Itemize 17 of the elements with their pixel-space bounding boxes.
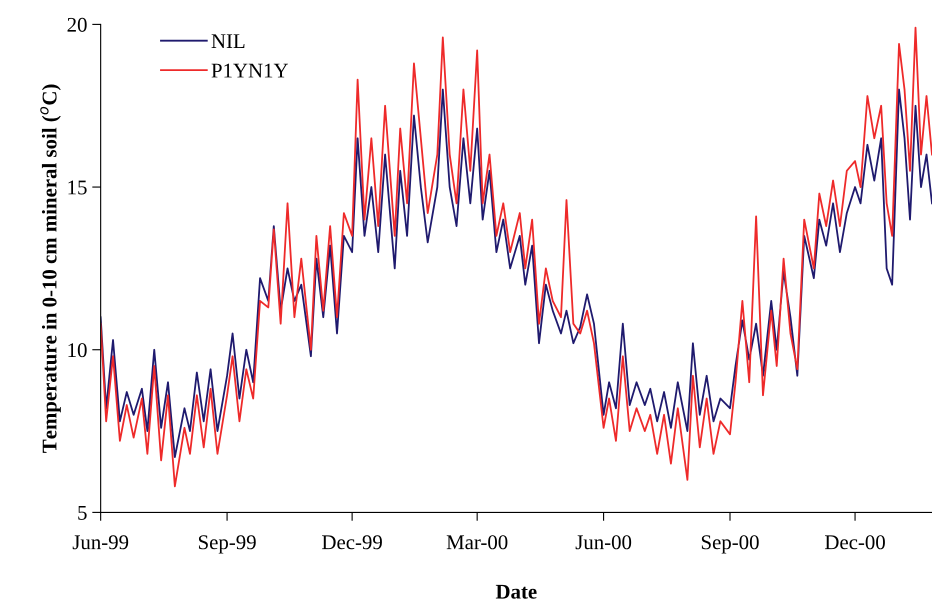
x-axis-title: Date xyxy=(496,584,537,599)
x-tick-label: Sep-99 xyxy=(198,535,256,554)
legend-label: P1YN1Y xyxy=(212,64,288,78)
y-tick-label: 20 xyxy=(68,18,87,32)
x-tick-label: Dec-00 xyxy=(824,535,885,550)
x-tick-label: Mar-00 xyxy=(446,535,508,550)
x-tick-label: Jun-00 xyxy=(576,535,632,550)
y-tick-label: 5 xyxy=(78,506,87,520)
y-tick-label: 15 xyxy=(68,180,87,194)
line-series xyxy=(100,26,932,488)
x-tick-label: Jun-99 xyxy=(72,535,128,550)
legend-label: NIL xyxy=(212,34,244,48)
x-tick-label: Sep-00 xyxy=(702,535,759,554)
y-axis-title: Temperature in 0-10 cm mineral soil ($^{o}$C) xyxy=(40,84,61,453)
line-series xyxy=(100,88,932,458)
x-tick-label: Dec-99 xyxy=(322,535,382,550)
y-tick-label: 10 xyxy=(68,343,87,358)
